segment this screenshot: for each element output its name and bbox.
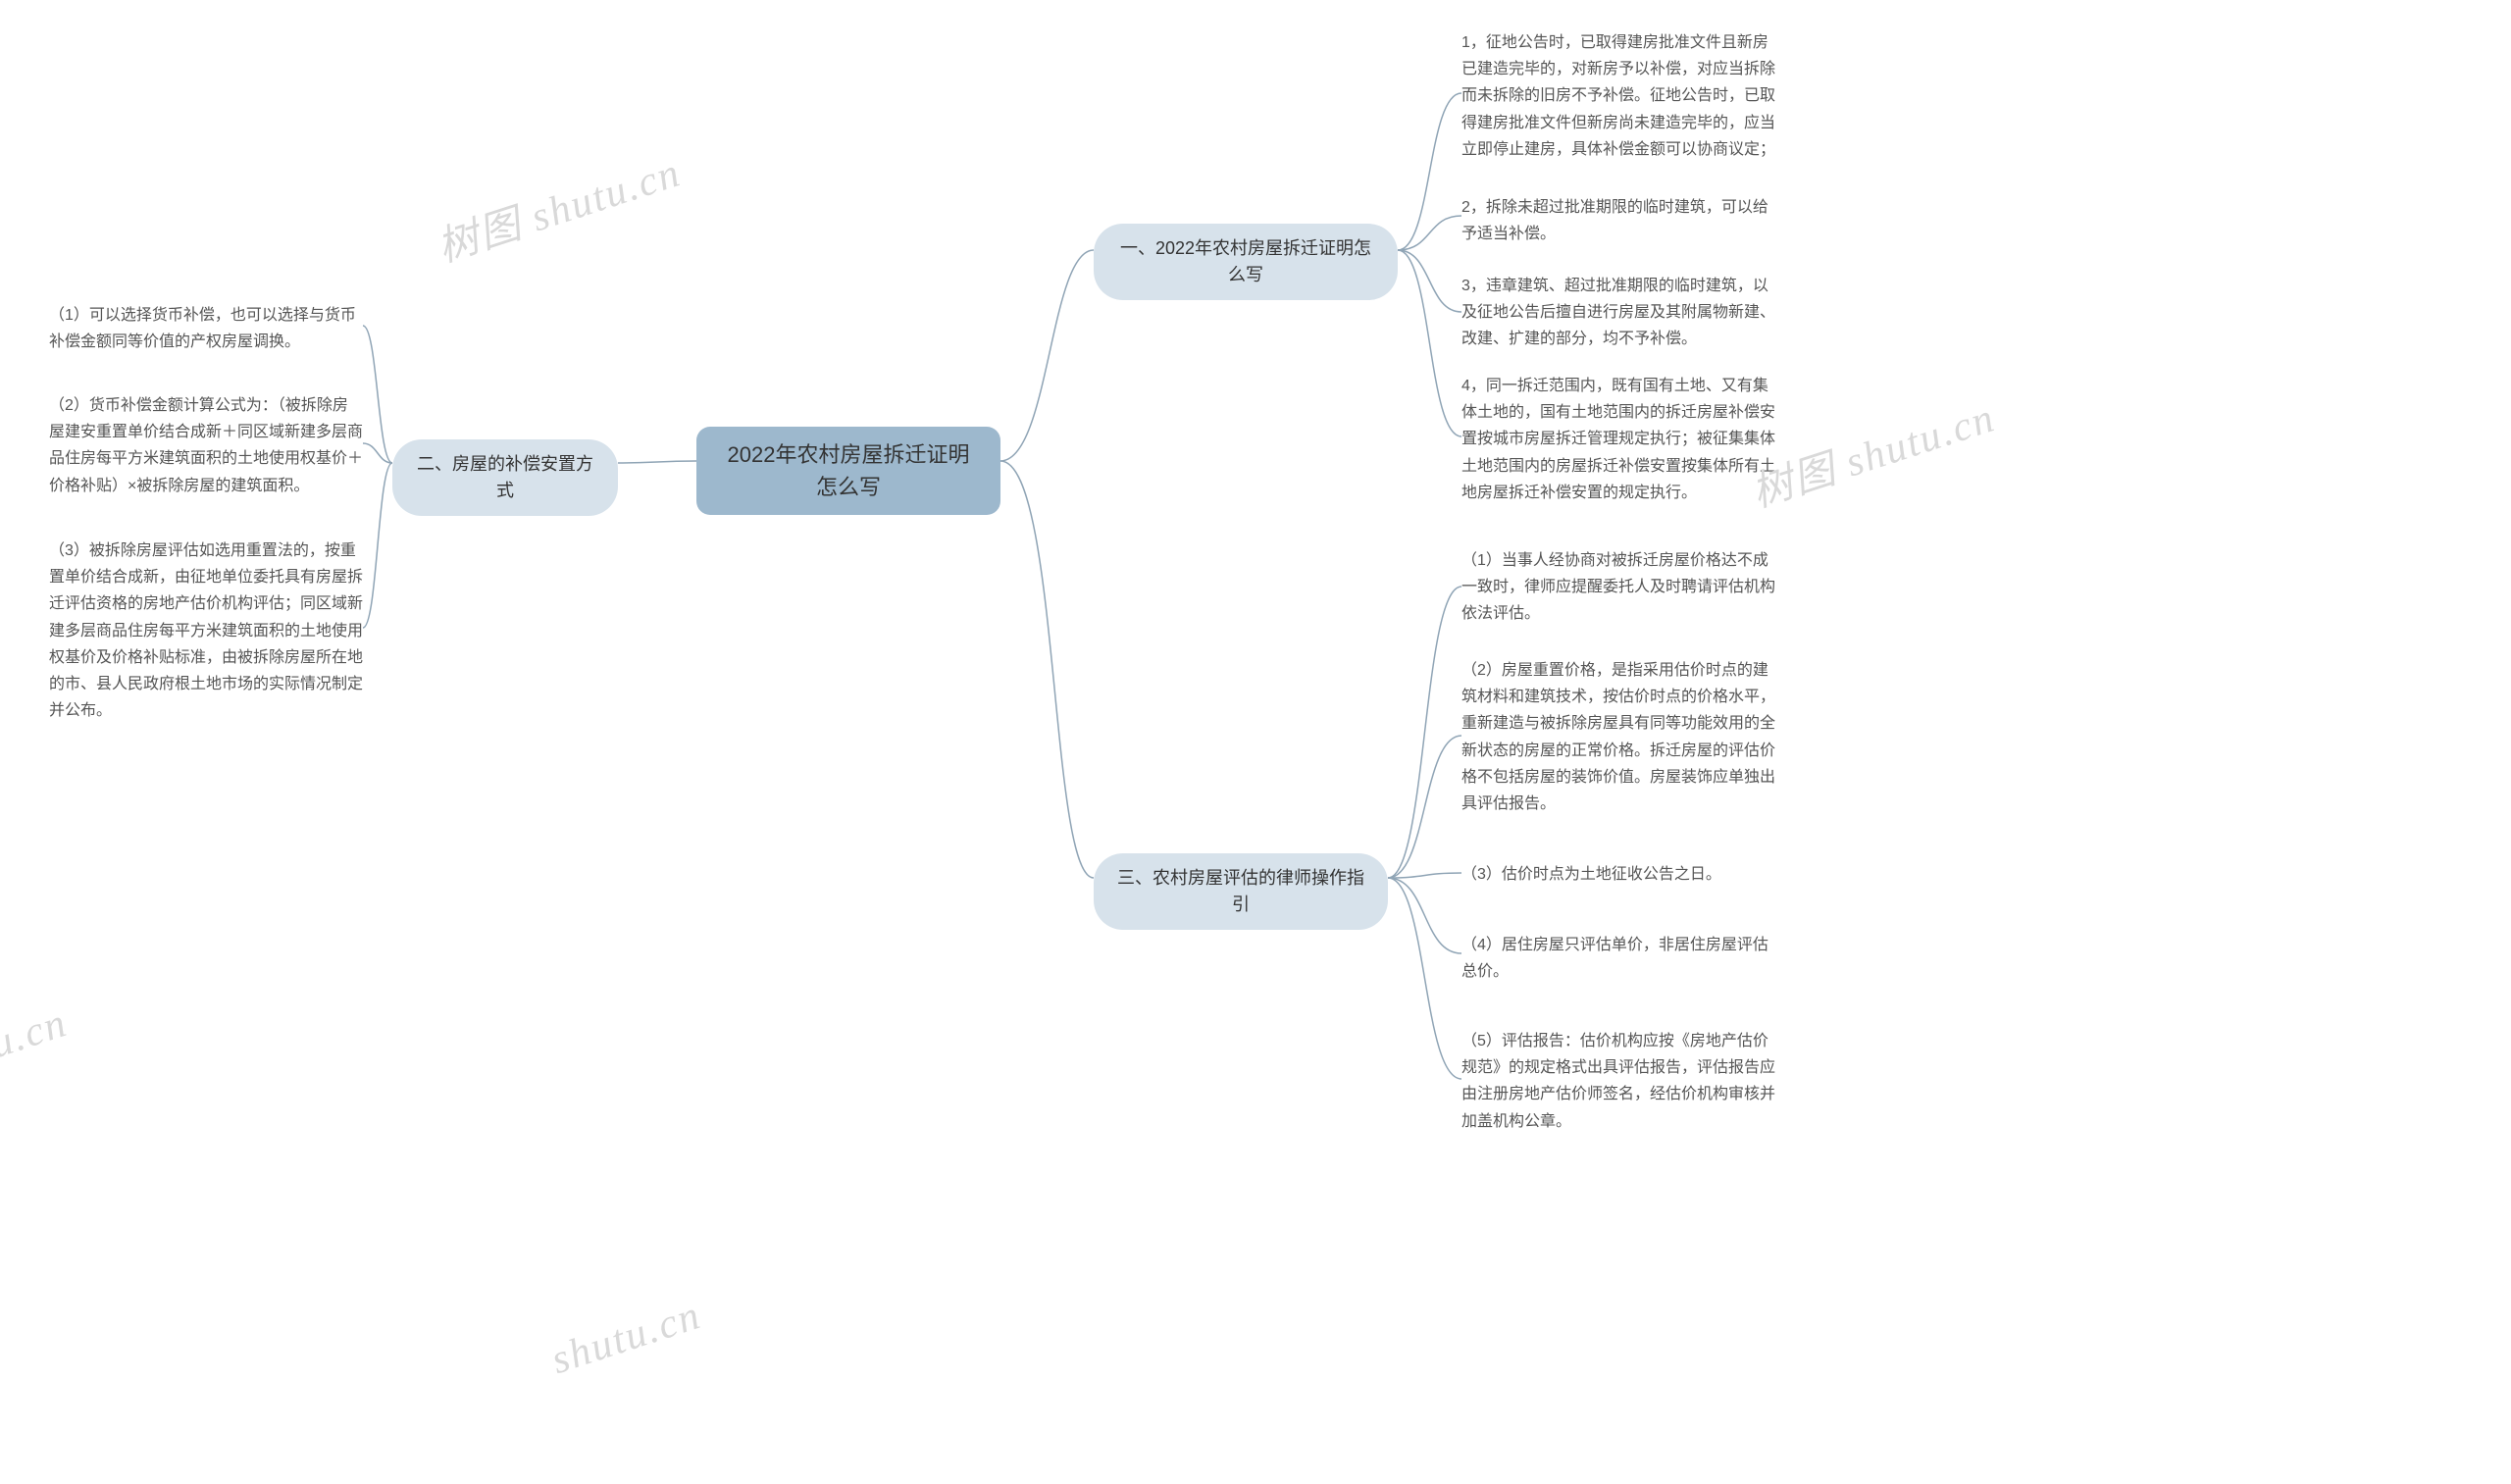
mindmap-root-node: 2022年农村房屋拆迁证明怎么写 [696, 427, 1000, 515]
branch-node-1: 一、2022年农村房屋拆迁证明怎么写 [1094, 224, 1398, 300]
leaf-1-1: 1，征地公告时，已取得建房批准文件且新房已建造完毕的，对新房予以补偿，对应当拆除… [1461, 29, 1775, 163]
leaf-3-4: （4）居住房屋只评估单价，非居住房屋评估总价。 [1461, 932, 1775, 985]
branch-node-2: 二、房屋的补偿安置方式 [392, 439, 618, 516]
branch-1-label: 一、2022年农村房屋拆迁证明怎么写 [1115, 235, 1376, 288]
branch-2-label: 二、房屋的补偿安置方式 [414, 451, 596, 504]
leaf-2-2: （2）货币补偿金额计算公式为：（被拆除房屋建安重置单价结合成新＋同区域新建多层商… [49, 392, 363, 499]
watermark-1: 树图 shutu.cn [429, 139, 688, 275]
leaf-3-3: （3）估价时点为土地征收公告之日。 [1461, 861, 1775, 888]
leaf-2-1: （1）可以选择货币补偿，也可以选择与货币补偿金额同等价值的产权房屋调换。 [49, 302, 363, 355]
leaf-3-5: （5）评估报告：估价机构应按《房地产估价规范》的规定格式出具评估报告，评估报告应… [1461, 1028, 1775, 1135]
branch-3-label: 三、农村房屋评估的律师操作指引 [1115, 865, 1366, 918]
leaf-1-2: 2，拆除未超过批准期限的临时建筑，可以给予适当补偿。 [1461, 194, 1775, 247]
leaf-3-2: （2）房屋重置价格，是指采用估价时点的建筑材料和建筑技术，按估价时点的价格水平，… [1461, 657, 1775, 817]
watermark-3: shutu.cn [545, 1292, 706, 1384]
branch-node-3: 三、农村房屋评估的律师操作指引 [1094, 853, 1388, 930]
mindmap-edges [0, 0, 2511, 1484]
leaf-1-3: 3，违章建筑、超过批准期限的临时建筑，以及征地公告后擅自进行房屋及其附属物新建、… [1461, 273, 1775, 353]
watermark-4: u.cn [0, 999, 74, 1068]
leaf-2-3: （3）被拆除房屋评估如选用重置法的，按重置单价结合成新，由征地单位委托具有房屋拆… [49, 537, 363, 724]
root-label: 2022年农村房屋拆迁证明怎么写 [718, 438, 979, 503]
watermark-2: 树图 shutu.cn [1743, 384, 2002, 520]
leaf-3-1: （1）当事人经协商对被拆迁房屋价格达不成一致时，律师应提醒委托人及时聘请评估机构… [1461, 547, 1775, 628]
leaf-1-4: 4，同一拆迁范围内，既有国有土地、又有集体土地的，国有土地范围内的拆迁房屋补偿安… [1461, 373, 1775, 506]
